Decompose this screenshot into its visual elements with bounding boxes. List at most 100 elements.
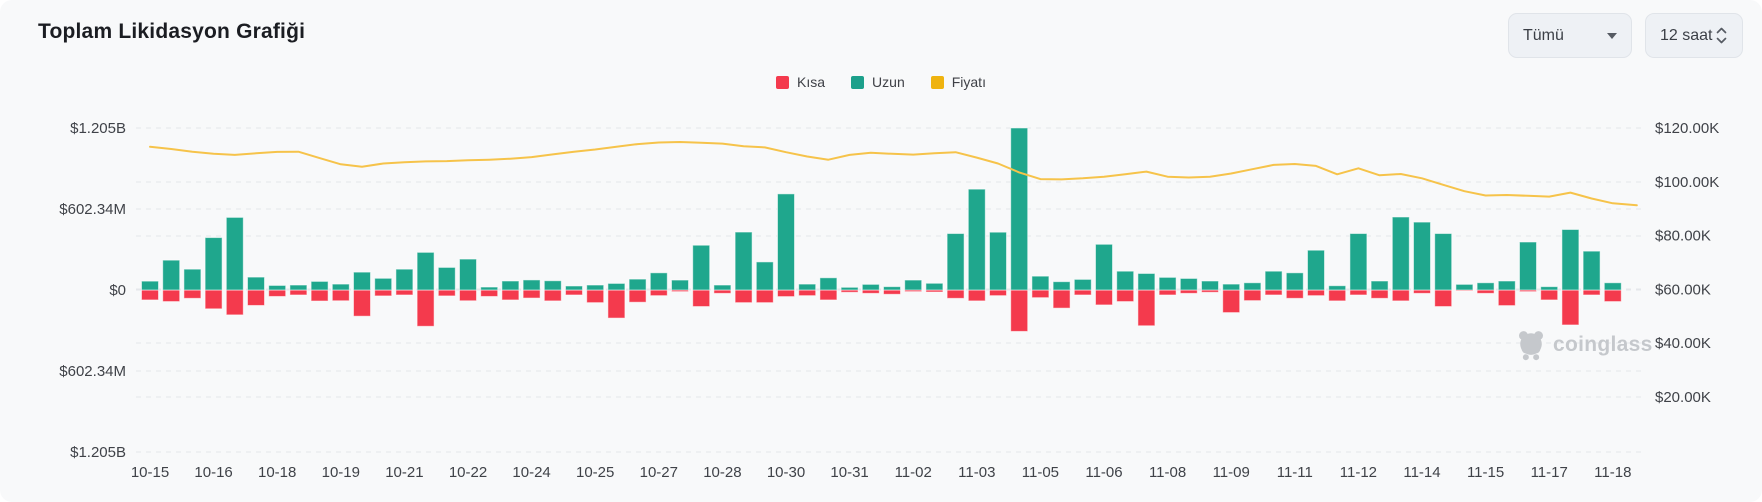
coin-filter-dropdown[interactable]: Tümü [1508, 13, 1632, 58]
bar-short [1349, 289, 1368, 296]
bar-short [1073, 289, 1092, 296]
bar-long [798, 283, 817, 291]
bar-long [1264, 270, 1283, 291]
legend-item-long[interactable]: Uzun [851, 74, 905, 90]
short-swatch-icon [776, 75, 790, 89]
bar-short [777, 289, 795, 298]
bar-long [416, 251, 435, 291]
bar-long [204, 237, 223, 291]
bar-long [755, 261, 774, 291]
bar-short [649, 289, 668, 297]
bar-short [734, 289, 753, 304]
svg-text:11-12: 11-12 [1340, 464, 1377, 481]
legend-label-price: Fiyatı [951, 74, 986, 90]
bar-short [1370, 289, 1389, 299]
bar-long [183, 268, 202, 291]
bar-short [289, 289, 308, 296]
coinglass-bear-icon [1519, 331, 1543, 361]
svg-text:10-22: 10-22 [449, 464, 487, 481]
svg-text:10-30: 10-30 [767, 464, 805, 481]
bar-long [734, 231, 753, 291]
bar-long [777, 193, 795, 291]
bar-long [1031, 275, 1050, 291]
page-title: Toplam Likidasyon Grafiği [38, 20, 306, 43]
svg-text:$120.00K: $120.00K [1655, 120, 1719, 137]
bar-short [225, 289, 244, 316]
chart-legend: Kısa Uzun Fiyatı [0, 74, 1762, 90]
svg-text:$1.205B: $1.205B [70, 444, 126, 461]
x-axis-labels: 10-15 10-16 10-18 10-19 10-21 10-22 10-24 10-25… [131, 464, 1632, 481]
bar-short [1476, 289, 1495, 294]
bar-long [1010, 127, 1029, 291]
bar-long [1052, 281, 1071, 291]
bar-long [310, 280, 329, 291]
bar-long [1476, 282, 1495, 291]
bar-short [1137, 289, 1156, 327]
bar-long [607, 282, 626, 291]
bar-short [459, 289, 477, 302]
interval-dropdown[interactable]: 12 saat [1645, 13, 1743, 58]
bar-long [374, 277, 393, 291]
bar-long [353, 271, 371, 291]
short-bars[interactable] [141, 289, 1622, 332]
svg-text:11-15: 11-15 [1467, 464, 1504, 481]
bar-long [162, 259, 181, 291]
bar-short [713, 289, 732, 294]
svg-text:$20.00K: $20.00K [1655, 389, 1711, 406]
bar-long [1391, 216, 1410, 291]
bar-short [1052, 289, 1071, 309]
bar-long [1285, 272, 1304, 291]
svg-text:11-18: 11-18 [1594, 464, 1631, 481]
bar-long [1328, 285, 1347, 291]
long-bars[interactable] [141, 127, 1622, 291]
bar-long [819, 277, 838, 291]
bar-short [543, 289, 562, 302]
svg-text:11-06: 11-06 [1085, 464, 1122, 481]
svg-text:11-03: 11-03 [958, 464, 995, 481]
bar-short [480, 289, 499, 297]
bar-short [268, 289, 287, 297]
interval-value: 12 saat [1660, 26, 1713, 44]
legend-item-price[interactable]: Fiyatı [930, 74, 986, 90]
bar-long [1413, 221, 1431, 291]
bar-long [671, 279, 689, 291]
svg-text:$602.34M: $602.34M [59, 201, 126, 218]
bar-short [967, 289, 986, 302]
bar-long [268, 284, 287, 291]
legend-label-short: Kısa [797, 74, 826, 90]
svg-text:10-24: 10-24 [512, 464, 550, 481]
bar-short [501, 289, 520, 301]
svg-text:10-16: 10-16 [194, 464, 232, 481]
legend-item-short[interactable]: Kısa [776, 74, 825, 90]
svg-text:11-08: 11-08 [1149, 464, 1186, 481]
svg-text:10-21: 10-21 [385, 464, 423, 481]
bar-long [1095, 243, 1113, 291]
bar-short [310, 289, 329, 302]
bar-long [1243, 282, 1262, 291]
bar-short [946, 289, 965, 299]
svg-text:$602.34M: $602.34M [59, 363, 126, 380]
bar-short [1179, 289, 1198, 294]
bar-long [1561, 228, 1580, 291]
bar-long [713, 284, 732, 291]
watermark: coinglass [1516, 329, 1653, 361]
bar-short [1116, 289, 1135, 303]
bar-long [1307, 249, 1325, 291]
chevron-down-icon [1607, 32, 1617, 39]
svg-text:11-05: 11-05 [1022, 464, 1059, 481]
svg-text:10-15: 10-15 [131, 464, 169, 481]
bar-short [353, 289, 371, 317]
bar-short [883, 289, 901, 295]
bar-long [1073, 278, 1092, 291]
bar-long [1497, 280, 1516, 291]
chart-controls: Tümü 12 saat [1508, 13, 1743, 58]
bar-short [1328, 289, 1347, 302]
bar-long [904, 279, 923, 291]
bar-short [819, 289, 838, 301]
bar-long [692, 244, 711, 291]
long-swatch-icon [851, 75, 865, 89]
bar-short [628, 289, 647, 303]
bar-short [989, 289, 1007, 297]
bar-short [1222, 289, 1241, 314]
